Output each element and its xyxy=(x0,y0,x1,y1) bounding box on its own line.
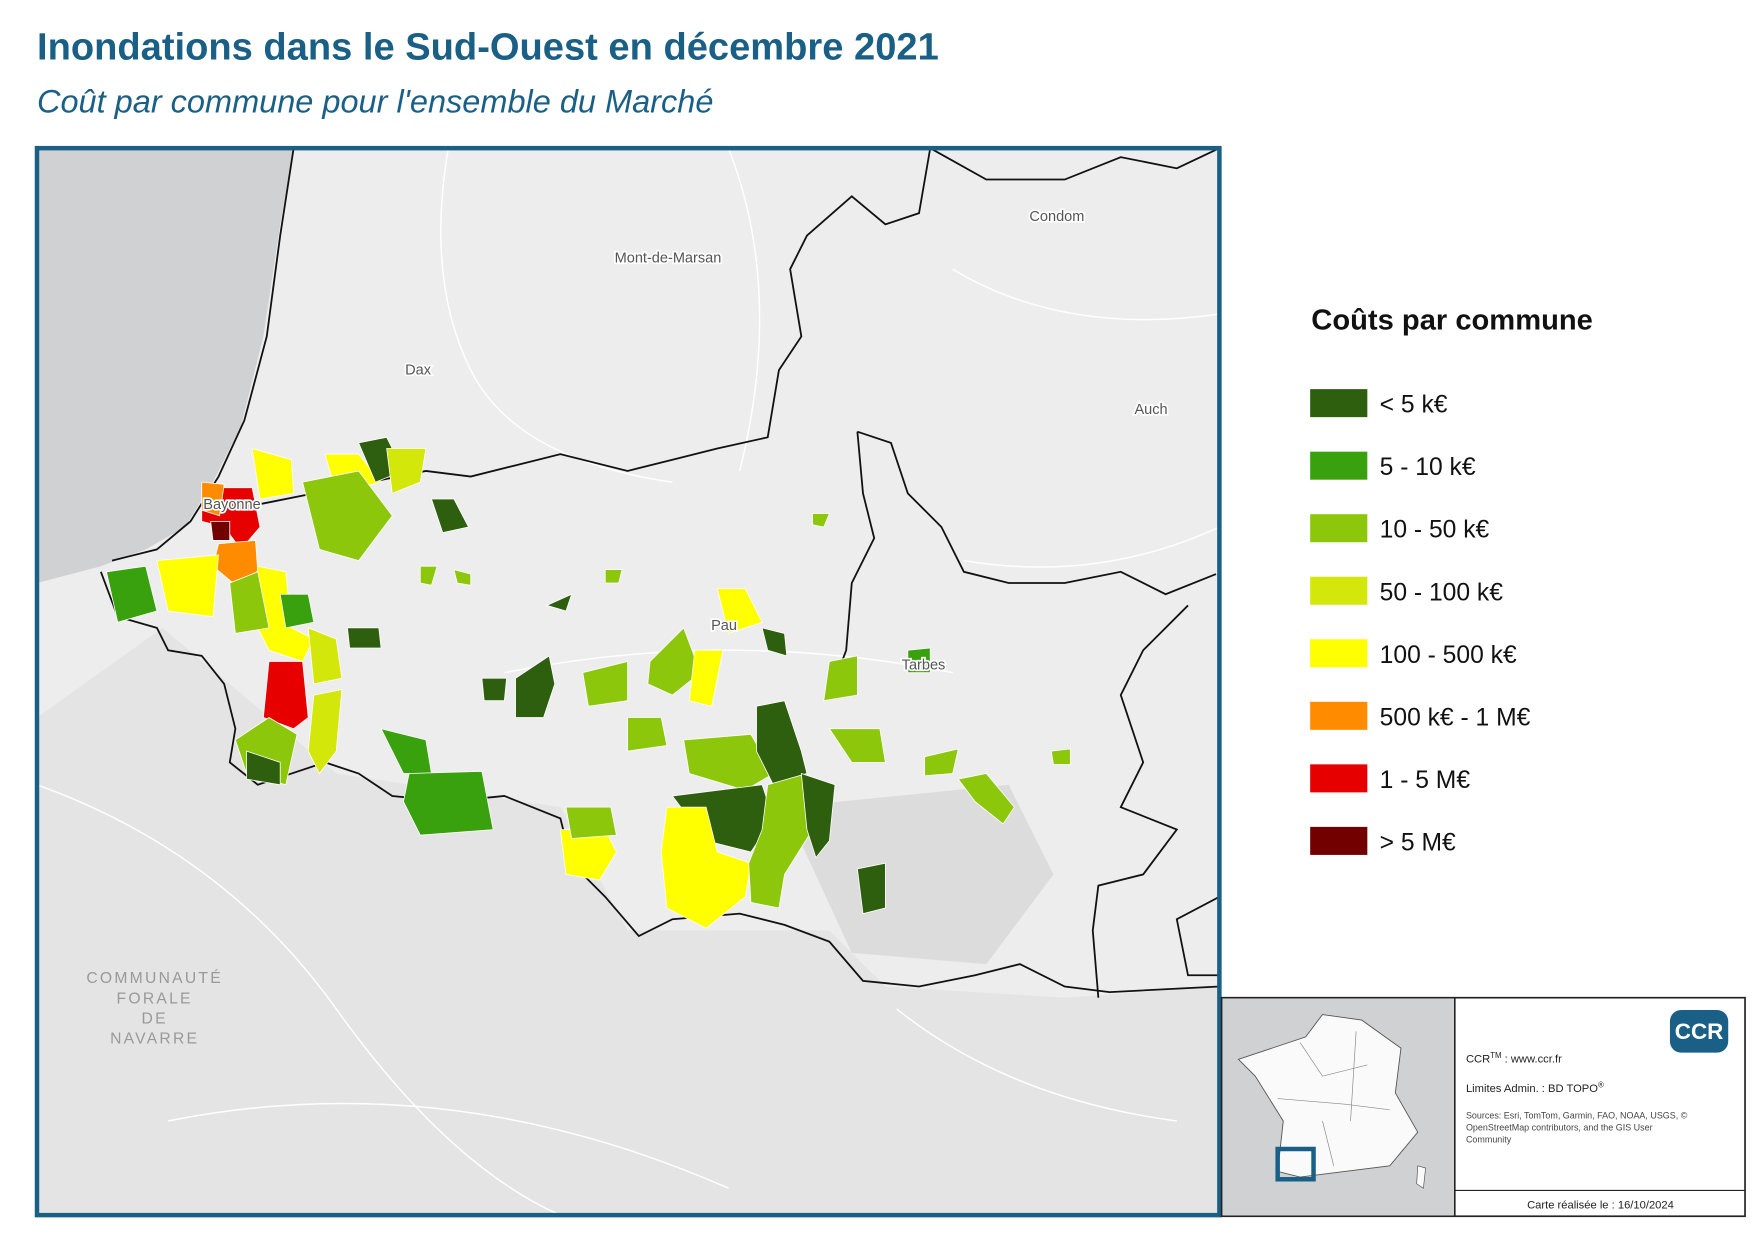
date: Carte réalisée le : 16/10/2024 xyxy=(1527,1199,1674,1211)
legend-label: 500 k€ - 1 M€ xyxy=(1380,704,1531,731)
legend-label: 50 - 100 k€ xyxy=(1380,579,1504,606)
place-label: Dax xyxy=(405,363,432,379)
site: CCRTM : www.ccr.fr xyxy=(1466,1051,1562,1065)
map: Condom Mont-de-Marsan Dax Auch Bayonne Pau Tar… xyxy=(34,145,1222,1218)
site-url: : www.ccr.fr xyxy=(1502,1054,1563,1066)
legend-swatch xyxy=(1310,514,1368,543)
site-prefix: CCR xyxy=(1466,1054,1490,1066)
legend-swatch xyxy=(1310,764,1368,793)
place-label: Bayonne xyxy=(203,497,260,513)
place-label: Pau xyxy=(711,618,737,634)
legend-label: 1 - 5 M€ xyxy=(1380,767,1471,794)
legend-label: 100 - 500 k€ xyxy=(1380,642,1517,669)
region-label: COMMUNAUTÉ xyxy=(86,968,223,987)
place-label: Mont-de-Marsan xyxy=(615,250,722,266)
region-label: NAVARRE xyxy=(110,1031,199,1048)
legend-swatch xyxy=(1310,639,1368,668)
legend: Coûts par commune < 5 k€ 5 - 10 k€ 10 - 50… xyxy=(1310,305,1593,856)
place-label: Tarbes xyxy=(902,657,946,673)
legend-swatch xyxy=(1310,576,1368,605)
legend-swatch xyxy=(1310,701,1368,730)
reg: ® xyxy=(1598,1080,1604,1089)
logo: CCR xyxy=(1675,1019,1724,1044)
tm: TM xyxy=(1490,1051,1501,1060)
legend-swatch xyxy=(1310,451,1368,480)
legend-label: 10 - 50 k€ xyxy=(1380,517,1490,544)
region-label: FORALE xyxy=(117,990,193,1007)
sources: Community xyxy=(1466,1134,1512,1144)
sources: Sources: Esri, TomTom, Garmin, FAO, NOAA… xyxy=(1466,1111,1688,1121)
info-box: CCR CCRTM : www.ccr.fr Limites Admin. : … xyxy=(1220,996,1746,1218)
legend-swatch xyxy=(1310,826,1368,855)
subtitle: Coût par commune pour l'ensemble du Marc… xyxy=(37,83,713,119)
title: Inondations dans le Sud-Ouest en décembr… xyxy=(37,27,939,69)
limits-text: Limites Admin. : BD TOPO xyxy=(1466,1083,1598,1095)
place-label: Auch xyxy=(1134,402,1167,418)
legend-title: Coûts par commune xyxy=(1311,305,1593,337)
limits: Limites Admin. : BD TOPO® xyxy=(1466,1080,1604,1094)
legend-label: < 5 k€ xyxy=(1380,392,1448,419)
region-label: DE xyxy=(142,1010,168,1027)
sources: OpenStreetMap contributors, and the GIS … xyxy=(1466,1123,1653,1133)
place-label: Condom xyxy=(1029,209,1084,225)
legend-swatch xyxy=(1310,389,1368,418)
legend-label: 5 - 10 k€ xyxy=(1380,454,1476,481)
legend-label: > 5 M€ xyxy=(1380,829,1456,856)
